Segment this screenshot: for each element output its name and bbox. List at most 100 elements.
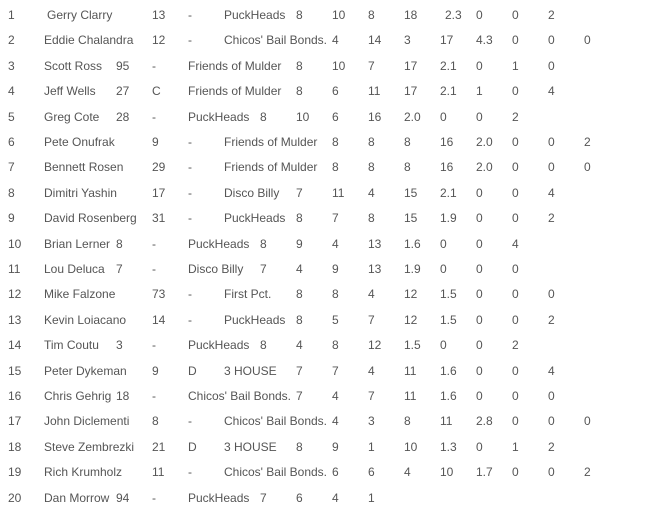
stat-a-cell: 0 xyxy=(476,211,483,226)
stat-b-cell: 0 xyxy=(476,109,483,124)
table-row: 4 Jeff Wells 27 C Friends of Mulder 8 6 11 17 2.1… xyxy=(0,83,662,103)
jersey-number-cell: 13 xyxy=(152,8,166,22)
rank-cell: 2 xyxy=(8,33,15,48)
team-cell: Chicos' Bail Bonds. xyxy=(188,389,292,403)
stat-c-cell: 2 xyxy=(584,465,591,480)
stat-b-cell: 0 xyxy=(512,287,519,302)
jersey-number-cell: 9 xyxy=(152,135,159,149)
position-cell: - xyxy=(188,287,192,302)
position-cell: - xyxy=(188,8,192,22)
position-cell: - xyxy=(152,109,156,124)
position-cell: C xyxy=(152,84,161,99)
stat-c-cell: 0 xyxy=(512,262,519,276)
gp-cell: 8 xyxy=(260,109,267,124)
table-row: 9 David Rosenberg 31 - PuckHeads 8 7 8 15 1.9 0 0 2 xyxy=(0,210,662,230)
player-name-cell: Eddie Chalandra xyxy=(44,33,134,48)
player-name-cell: John Diclementi xyxy=(44,414,130,429)
team-cell: PuckHeads xyxy=(188,490,250,505)
stat-c-cell: 4 xyxy=(548,185,555,200)
stat-b-cell: 0 xyxy=(512,8,519,22)
ppg-cell: 4.3 xyxy=(476,33,493,48)
goals-cell: 4 xyxy=(296,338,303,353)
points-cell: 16 xyxy=(440,135,454,149)
position-cell: - xyxy=(188,33,192,48)
ppg-cell: 2.1 xyxy=(440,185,457,200)
team-cell: PuckHeads xyxy=(188,338,250,353)
jersey-number-cell: 21 xyxy=(152,439,166,454)
gp-cell: 8 xyxy=(296,287,303,302)
stat-c-cell: 2 xyxy=(584,135,591,149)
jersey-number-cell: 95 xyxy=(116,58,130,73)
table-row: 16 Chris Gehrig 18 - Chicos' Bail Bonds. 7 4 7 1… xyxy=(0,388,662,408)
position-cell: - xyxy=(188,414,192,429)
stat-c-cell: 4 xyxy=(548,363,555,378)
position-cell: - xyxy=(188,160,192,175)
goals-cell: 4 xyxy=(332,389,339,403)
points-cell: 13 xyxy=(368,262,382,276)
assists-cell: 8 xyxy=(404,135,411,149)
player-name-cell: David Rosenberg xyxy=(44,211,137,226)
rank-cell: 6 xyxy=(8,135,15,149)
team-cell: PuckHeads xyxy=(224,8,286,22)
player-name-cell: Bennett Rosen xyxy=(44,160,124,175)
position-cell: - xyxy=(188,135,192,149)
stat-b-cell: 0 xyxy=(476,338,483,353)
points-cell: 10 xyxy=(440,465,454,480)
stat-c-cell: 4 xyxy=(512,236,519,251)
team-cell: PuckHeads xyxy=(224,211,286,226)
position-cell: - xyxy=(188,312,192,327)
points-cell: 16 xyxy=(368,109,382,124)
player-name-cell: Peter Dykeman xyxy=(44,363,127,378)
gp-cell: 8 xyxy=(260,338,267,353)
rank-cell: 11 xyxy=(8,262,21,276)
jersey-number-cell: 7 xyxy=(116,262,123,276)
gp-cell: 4 xyxy=(332,414,339,429)
ppg-cell: 1.9 xyxy=(440,211,457,226)
jersey-number-cell: 9 xyxy=(152,363,159,378)
gp-cell: 8 xyxy=(296,58,303,73)
goals-cell: 8 xyxy=(368,135,375,149)
goals-cell: 8 xyxy=(368,160,375,175)
assists-cell: 3 xyxy=(404,33,411,48)
table-row: 5 Greg Cote 28 - PuckHeads 8 10 6 16 2.0 0 0 2 xyxy=(0,109,662,129)
assists-cell: 8 xyxy=(404,414,411,429)
ppg-cell: 1.7 xyxy=(476,465,493,480)
points-cell: 12 xyxy=(404,287,418,302)
position-cell: - xyxy=(152,490,156,505)
table-row: 14 Tim Coutu 3 - PuckHeads 8 4 8 12 1.5 0 0 2 xyxy=(0,337,662,357)
position-cell: - xyxy=(188,211,192,226)
goals-cell: 6 xyxy=(296,490,303,505)
ppg-cell: 1.5 xyxy=(440,287,457,302)
gp-cell: 8 xyxy=(296,211,303,226)
jersey-number-cell: 73 xyxy=(152,287,166,302)
rank-cell: 13 xyxy=(8,312,22,327)
ppg-cell: 1.5 xyxy=(404,338,421,353)
rank-cell: 10 xyxy=(8,236,22,251)
rank-cell: 18 xyxy=(8,439,22,454)
player-name-cell: Jeff Wells xyxy=(44,84,96,99)
ppg-cell: 1.6 xyxy=(440,363,457,378)
points-cell: 18 xyxy=(404,8,418,22)
table-row: 13 Kevin Loiacano 14 - PuckHeads 8 5 7 12 1.5 0 0 2 xyxy=(0,312,662,332)
player-name-cell: Mike Falzone xyxy=(44,287,116,302)
team-cell: First Pct. xyxy=(224,287,272,302)
position-cell: - xyxy=(188,465,192,480)
jersey-number-cell: 31 xyxy=(152,211,166,226)
assists-cell: 4 xyxy=(368,185,375,200)
gp-cell: 8 xyxy=(296,8,303,22)
stat-c-cell: 2 xyxy=(548,439,555,454)
jersey-number-cell: 18 xyxy=(116,389,130,403)
stat-a-cell: 0 xyxy=(440,236,447,251)
player-name-cell: Rich Krumholz xyxy=(44,465,123,480)
position-cell: - xyxy=(152,389,156,403)
points-cell: 15 xyxy=(404,211,418,226)
table-row: 3 Scott Ross 95- Friends of Mulder 8 10 7 17 2.1… xyxy=(0,58,662,78)
gp-cell: 8 xyxy=(296,312,303,327)
points-cell: 17 xyxy=(404,58,418,73)
team-cell: Friends of Mulder xyxy=(224,160,318,175)
goals-cell: 6 xyxy=(332,84,339,99)
team-cell: PuckHeads xyxy=(188,109,250,124)
ppg-cell: 2.1 xyxy=(440,58,457,73)
team-cell: Friends of Mulder xyxy=(188,84,282,99)
stat-a-cell: 0 xyxy=(440,109,447,124)
